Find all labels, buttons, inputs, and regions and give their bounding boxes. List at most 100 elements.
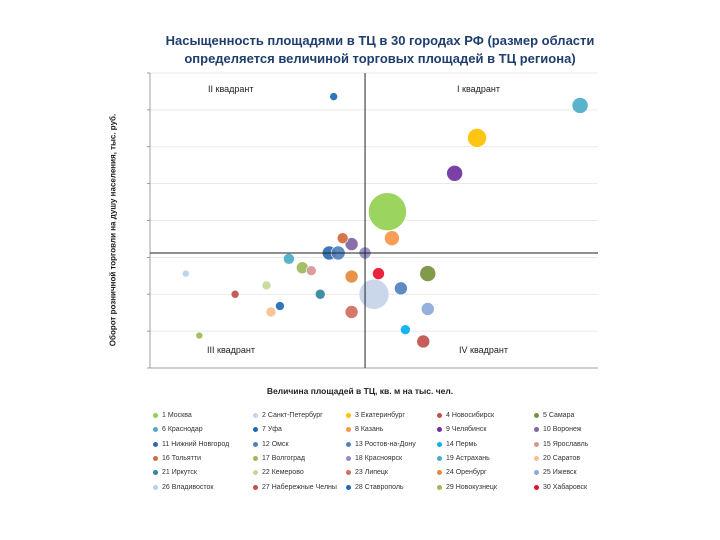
chart-title: Насыщенность площадями в ТЦ в 30 городах… bbox=[100, 32, 660, 68]
legend-label: 17 Волгоград bbox=[262, 454, 305, 462]
legend-item: 12 Омск bbox=[253, 441, 289, 448]
legend-label: 8 Казань bbox=[355, 426, 384, 434]
bubble-12 bbox=[394, 281, 408, 296]
legend-marker-icon bbox=[153, 413, 158, 418]
legend-marker-icon bbox=[253, 441, 258, 447]
legend-item: 1 Москва bbox=[153, 412, 192, 419]
legend-marker-icon bbox=[437, 427, 442, 433]
legend-item: 11 Нижний Новгород bbox=[153, 441, 229, 448]
legend-item: 25 Ижевск bbox=[534, 469, 577, 476]
legend-marker-icon bbox=[534, 413, 539, 418]
legend-marker-icon bbox=[253, 427, 258, 433]
bubble-30 bbox=[372, 267, 385, 280]
legend-marker-icon bbox=[534, 470, 539, 476]
legend-item: 10 Воронеж bbox=[534, 426, 581, 433]
legend-item: 15 Ярославль bbox=[534, 441, 588, 448]
legend-marker-icon bbox=[153, 427, 158, 433]
legend-item: 17 Волгоград bbox=[253, 455, 305, 462]
bubble-1 bbox=[368, 192, 407, 231]
legend-marker-icon bbox=[346, 470, 351, 476]
legend-marker-icon bbox=[346, 427, 351, 433]
legend-label: 4 Новосибирск bbox=[446, 412, 495, 419]
legend-item: 24 Оренбург bbox=[437, 469, 487, 476]
quadrant-2-label: II квадрант bbox=[208, 84, 254, 94]
legend-item: 22 Кемерово bbox=[253, 469, 304, 476]
legend-marker-icon bbox=[253, 413, 258, 418]
title-line-1: Насыщенность площадями в ТЦ в 30 городах… bbox=[165, 33, 595, 48]
y-axis-label-text: Оборот розничной торговли на душу населе… bbox=[108, 113, 118, 347]
legend-item: 3 Екатеринбург bbox=[346, 412, 405, 419]
legend-label: 11 Нижний Новгород bbox=[162, 440, 230, 448]
legend-item: 9 Челябинск bbox=[437, 426, 486, 433]
legend-marker-icon bbox=[253, 455, 258, 461]
bubble-3 bbox=[467, 128, 487, 148]
bubble-26 bbox=[182, 269, 190, 278]
bubble-9 bbox=[446, 165, 463, 182]
bubble-27 bbox=[230, 289, 240, 299]
bubble-21 bbox=[314, 288, 326, 300]
bubble-15 bbox=[305, 265, 317, 276]
legend-label: 26 Владивосток bbox=[162, 483, 214, 491]
legend-marker-icon bbox=[253, 484, 258, 490]
legend-label: 3 Екатеринбург bbox=[355, 412, 405, 419]
bubble-8 bbox=[384, 230, 400, 246]
legend-label: 5 Самара bbox=[543, 412, 575, 419]
bubble-19 bbox=[283, 253, 295, 265]
quadrant-3-label: III квадрант bbox=[207, 345, 255, 355]
bubble-29 bbox=[195, 331, 204, 340]
legend-label: 21 Иркутск bbox=[162, 469, 197, 477]
legend-item: 18 Красноярск bbox=[346, 455, 402, 462]
bubble-2 bbox=[358, 278, 390, 310]
legend-marker-icon bbox=[346, 455, 351, 461]
quadrant-1-label: I квадрант bbox=[457, 84, 500, 94]
legend-item: 20 Саратов bbox=[534, 455, 580, 462]
bubble-6 bbox=[571, 97, 589, 114]
legend-item: 27 Набережные Челны bbox=[253, 484, 337, 491]
legend-item: 26 Владивосток bbox=[153, 484, 214, 491]
legend-label: 20 Саратов bbox=[543, 454, 581, 462]
legend-item: 4 Новосибирск bbox=[437, 412, 494, 419]
bubble-28 bbox=[275, 301, 285, 311]
legend-item: 8 Казань bbox=[346, 426, 383, 433]
legend-label: 23 Липецк bbox=[355, 469, 388, 477]
legend-item: 23 Липецк bbox=[346, 469, 388, 476]
legend-label: 7 Уфа bbox=[262, 426, 282, 434]
legend-item: 16 Тольятти bbox=[153, 455, 201, 462]
title-line-2: определяется величиной торговых площадей… bbox=[184, 51, 576, 66]
legend-marker-icon bbox=[153, 484, 158, 490]
legend-marker-icon bbox=[346, 484, 351, 490]
legend-label: 12 Омск bbox=[262, 440, 289, 448]
legend-marker-icon bbox=[253, 470, 258, 476]
legend-marker-icon bbox=[437, 484, 442, 490]
legend-item: 28 Ставрополь bbox=[346, 484, 404, 491]
bubble-5 bbox=[419, 265, 437, 282]
legend-label: 14 Пермь bbox=[446, 440, 478, 448]
bubble-14 bbox=[400, 324, 411, 335]
bubble-7 bbox=[329, 92, 338, 101]
legend-item: 6 Краснодар bbox=[153, 426, 203, 433]
legend-item: 7 Уфа bbox=[253, 426, 282, 433]
legend-label: 15 Ярославль bbox=[543, 440, 589, 448]
bubble-25 bbox=[420, 302, 435, 316]
legend-label: 22 Кемерово bbox=[262, 469, 304, 477]
legend-marker-icon bbox=[153, 455, 158, 461]
legend-label: 27 Набережные Челны bbox=[262, 483, 337, 491]
legend-item: 13 Ростов-на-Дону bbox=[346, 441, 416, 448]
legend-marker-icon bbox=[437, 455, 442, 461]
bubble-20 bbox=[265, 306, 277, 318]
legend-marker-icon bbox=[346, 441, 351, 447]
legend-marker-icon bbox=[534, 427, 539, 433]
legend-marker-icon bbox=[534, 484, 539, 490]
legend-item: 14 Пермь bbox=[437, 441, 477, 448]
legend-label: 24 Оренбург bbox=[446, 469, 487, 477]
legend-item: 5 Самара bbox=[534, 412, 574, 419]
legend-label: 2 Санкт-Петербург bbox=[262, 412, 323, 419]
legend-label: 18 Красноярск bbox=[355, 454, 403, 462]
legend-marker-icon bbox=[534, 455, 539, 461]
legend-label: 29 Новокузнецк bbox=[446, 483, 497, 491]
legend-label: 30 Хабаровск bbox=[543, 483, 588, 491]
bubble-4 bbox=[416, 334, 431, 349]
bubble-16 bbox=[336, 232, 349, 244]
legend-label: 6 Краснодар bbox=[162, 426, 203, 434]
